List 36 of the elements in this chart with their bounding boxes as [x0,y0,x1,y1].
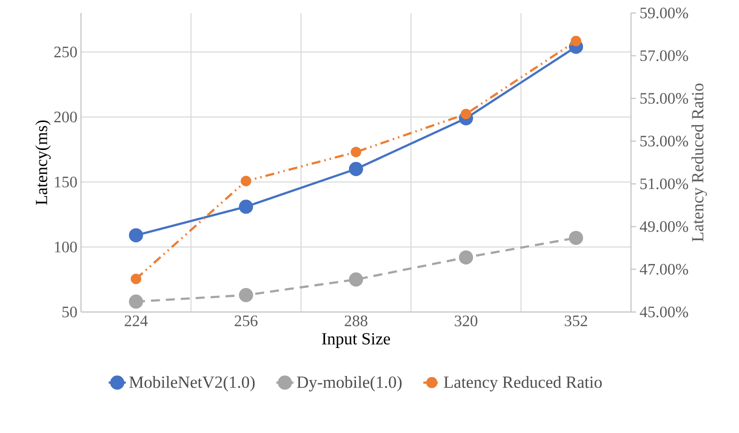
y2-tick-label: 55.00% [640,93,688,104]
y-tick-label: 100 [54,242,77,252]
point [128,228,144,242]
x-tick-label: 224 [124,316,148,326]
y-tick-label: 150 [54,176,77,188]
point [238,288,254,302]
x-tick-label: 256 [234,316,258,326]
y2-tick-label: 45.00% [640,306,688,318]
y2-axis-title: Latency Reduced Ratio [692,84,707,242]
y2-tick-label: 47.00% [640,264,688,275]
point [348,162,364,176]
y2-tick-label: 51.00% [640,178,688,190]
point [568,230,584,245]
legend-label: Latency Reduced Ratio [444,376,602,392]
point [128,294,144,309]
y2-tick-label: 49.00% [640,221,688,232]
y2-tick-label: 59.00% [640,8,688,18]
point [130,274,142,284]
x-tick-label: 288 [344,316,368,326]
y-axis-title: Latency(ms) [35,120,51,205]
y-tick-label: 250 [54,46,77,58]
x-tick-label: 320 [454,316,478,326]
point [240,176,252,186]
y-tick-label: 50 [62,306,77,318]
x-tick-label: 352 [564,316,588,326]
point [350,146,362,158]
point [238,200,254,214]
y2-tick-label: 53.00% [640,136,688,147]
point [458,250,474,264]
x-axis-title: Input Size [322,333,390,348]
point [570,36,582,46]
legend-label: MobileNetV2(1.0) [129,376,255,392]
point [348,272,364,287]
y2-tick-label: 57.00% [640,50,688,62]
y-tick-label: 200 [54,112,77,122]
legend-label: Dy-mobile(1.0) [296,376,402,392]
